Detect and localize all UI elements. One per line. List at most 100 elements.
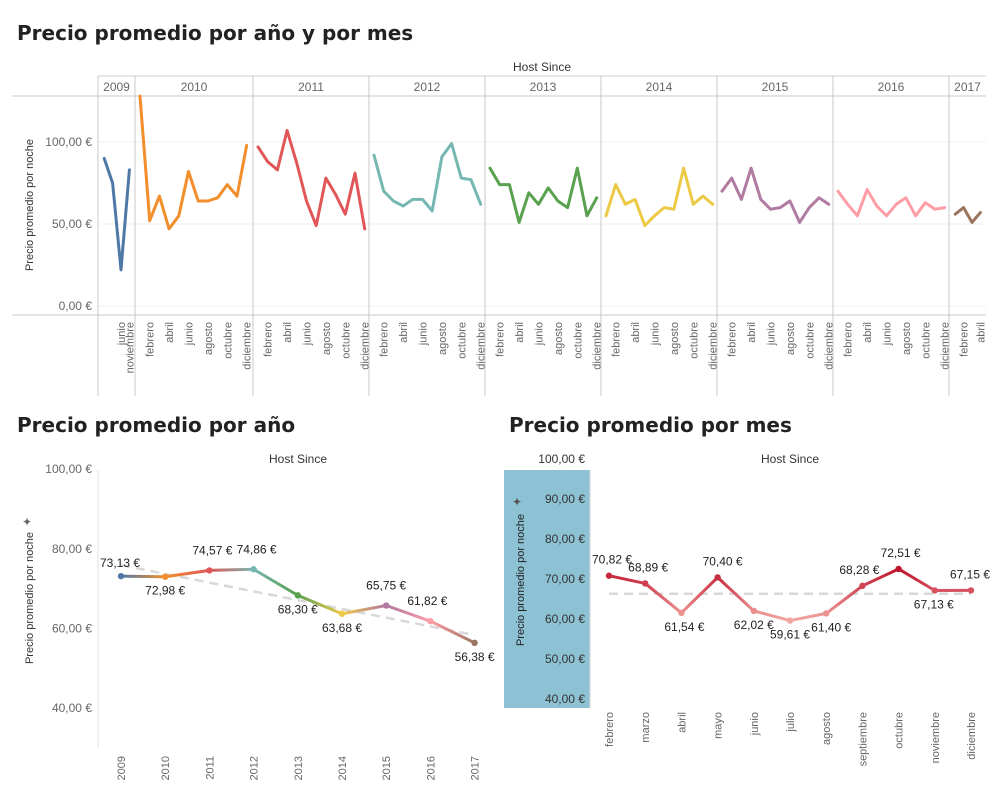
month-chart-title: Precio promedio por mes — [509, 413, 792, 437]
month-x-tick: diciembre — [966, 712, 978, 760]
month-data-label: 59,61 € — [770, 628, 810, 642]
top-month-label: abril — [630, 322, 642, 343]
year-data-label: 56,38 € — [455, 650, 495, 664]
top-month-label: agosto — [901, 322, 913, 355]
year-x-tick: 2013 — [293, 756, 305, 780]
month-x-tick: octubre — [894, 712, 906, 749]
year-data-label: 61,82 € — [407, 594, 447, 608]
series-line-2009 — [102, 156, 131, 272]
year-point-2013 — [294, 592, 301, 599]
top-month-label: abril — [164, 322, 176, 343]
top-month-label: febrero — [495, 322, 507, 357]
month-data-label: 67,15 € — [950, 567, 990, 581]
top-month-label: abril — [975, 322, 987, 343]
top-month-label: noviembre — [124, 322, 136, 373]
month-header-label: Host Since — [761, 452, 819, 466]
top-month-label: agosto — [553, 322, 565, 355]
year-point-2014 — [338, 610, 346, 617]
pin-icon: ✦ — [512, 495, 522, 509]
year-x-tick: 2011 — [204, 756, 216, 780]
top-month-label: febrero — [959, 322, 971, 357]
month-x-tick: junio — [749, 712, 761, 736]
year-data-label: 68,30 € — [278, 602, 318, 616]
top-year-label-2013: 2013 — [530, 80, 557, 94]
top-month-label: junio — [184, 322, 196, 346]
year-data-label: 72,98 € — [145, 584, 185, 598]
month-line-segment — [860, 567, 901, 588]
month-x-tick: julio — [785, 712, 797, 733]
month-line-segment — [788, 611, 828, 623]
year-line-segment — [119, 574, 167, 579]
year-x-tick: 2010 — [160, 756, 172, 780]
top-year-label-2010: 2010 — [181, 80, 208, 94]
top-month-label: junio — [116, 322, 128, 346]
top-year-label-2017: 2017 — [954, 80, 981, 94]
year-line-segment — [296, 593, 344, 616]
month-y-tick: 60,00 € — [545, 612, 585, 626]
year-line-segment — [428, 619, 477, 645]
year-x-tick: 2009 — [116, 756, 128, 780]
top-chart-title: Precio promedio por año y por mes — [17, 21, 414, 45]
series-line-2010 — [138, 94, 249, 231]
top-month-label: octubre — [572, 322, 584, 359]
month-point-abril — [678, 609, 685, 617]
chart-year-month: Host Since 0,00 € 50,00 € 100,00 € Precio pr… — [12, 60, 987, 396]
top-month-label: abril — [282, 322, 294, 343]
year-line-segment — [163, 568, 211, 579]
year-line-segment — [384, 604, 432, 623]
top-month-label: junio — [418, 322, 430, 346]
year-point-2010 — [162, 573, 169, 580]
top-y-tick: 0,00 € — [59, 299, 93, 313]
month-point-agosto — [823, 610, 830, 617]
chart-by-year: Host Since 40,00 € 60,00 € 80,00 € 100,00 € P… — [22, 452, 495, 780]
top-month-label: febrero — [843, 322, 855, 357]
year-line-segment — [340, 604, 388, 616]
top-month-label: octubre — [920, 322, 932, 359]
top-month-label: diciembre — [242, 322, 254, 370]
series-line-2011 — [256, 129, 367, 231]
top-month-label: junio — [302, 322, 314, 346]
year-point-2017 — [471, 639, 478, 647]
top-year-label-2014: 2014 — [646, 80, 673, 94]
month-data-label: 70,40 € — [703, 554, 743, 568]
top-y-tick: 50,00 € — [52, 217, 92, 231]
month-data-label: 70,82 € — [592, 553, 632, 567]
month-line-segment — [679, 575, 720, 615]
year-point-2012 — [250, 566, 257, 573]
year-y-tick: 60,00 € — [52, 621, 92, 635]
top-year-label-2011: 2011 — [298, 80, 324, 94]
year-line-segment — [207, 567, 256, 572]
month-point-marzo — [642, 580, 649, 587]
top-year-label-2015: 2015 — [762, 80, 789, 94]
series-line-2016 — [836, 188, 947, 218]
top-month-label: abril — [398, 322, 410, 343]
top-y-tick: 100,00 € — [45, 135, 92, 149]
year-y-tick: 80,00 € — [52, 542, 92, 556]
month-line-segment — [752, 609, 792, 623]
series-line-2012 — [372, 142, 483, 213]
month-y-tick: 40,00 € — [545, 692, 585, 706]
year-line-segment — [252, 567, 300, 597]
month-line-segment — [824, 584, 864, 615]
top-year-label-2016: 2016 — [878, 80, 905, 94]
month-data-label: 67,13 € — [914, 597, 954, 611]
month-y-tick: 100,00 € — [538, 452, 585, 466]
year-trendline — [120, 563, 475, 637]
month-data-label: 61,54 € — [664, 620, 704, 634]
top-month-label: abril — [514, 322, 526, 343]
year-point-2016 — [427, 617, 434, 625]
top-y-axis-title: Precio promedio por noche — [24, 139, 36, 271]
month-data-label: 62,02 € — [734, 618, 774, 632]
top-month-label: febrero — [263, 322, 275, 357]
pin-icon: ✦ — [22, 515, 32, 529]
month-y-axis-title: Precio promedio por noche — [515, 514, 527, 646]
top-month-label: octubre — [340, 322, 352, 359]
month-y-tick: 80,00 € — [545, 532, 585, 546]
month-point-mayo — [714, 574, 721, 581]
top-month-label: junio — [882, 322, 894, 346]
month-point-febrero — [605, 572, 613, 579]
year-x-tick: 2017 — [470, 756, 482, 780]
year-point-2011 — [206, 567, 213, 574]
top-month-label: febrero — [379, 322, 391, 357]
